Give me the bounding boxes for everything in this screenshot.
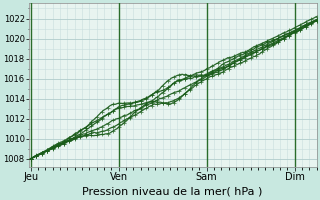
X-axis label: Pression niveau de la mer( hPa ): Pression niveau de la mer( hPa ) bbox=[83, 187, 263, 197]
